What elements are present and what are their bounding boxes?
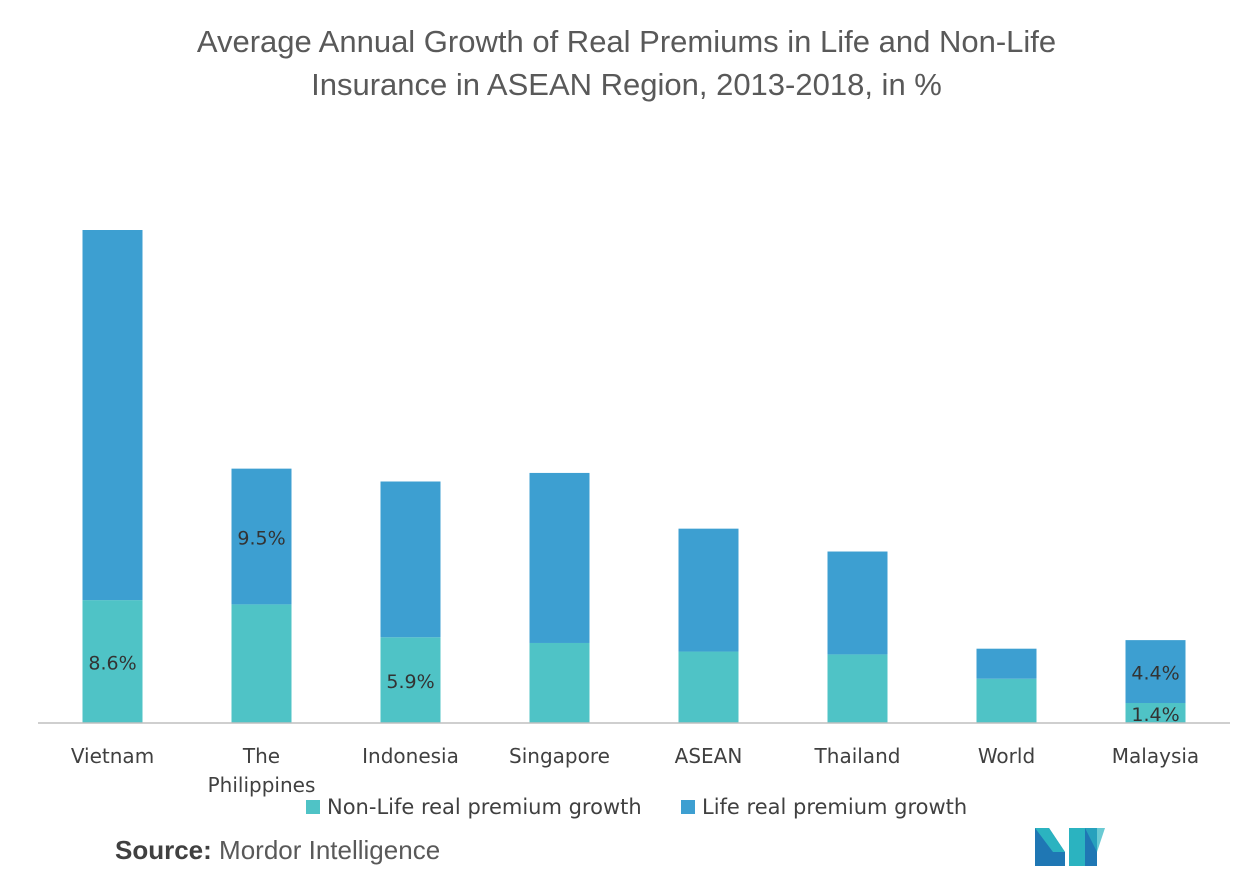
source-prefix: Source: — [115, 835, 212, 865]
bar-non-life-indonesia — [380, 637, 441, 723]
chart-title-line-2: Insurance in ASEAN Region, 2013-2018, in… — [311, 67, 942, 102]
data-label-life-the-philippines: 9.5% — [237, 528, 285, 550]
legend-swatch-non-life — [306, 800, 320, 814]
bar-non-life-world — [976, 678, 1037, 723]
chart-legend: Non-Life real premium growth Life real p… — [0, 795, 1253, 825]
legend-item-life: Life real premium growth — [681, 795, 967, 819]
bar-life-asean — [678, 528, 739, 652]
x-tick-label-the-philippines-line-2: Philippines — [208, 773, 316, 797]
bar-non-life-singapore — [529, 642, 590, 723]
x-tick-label-vietnam: Vietnam — [71, 744, 154, 768]
x-tick-label-thailand: Thailand — [814, 744, 901, 768]
bar-life-world — [976, 648, 1037, 679]
x-tick-label-world: World — [978, 744, 1035, 768]
bar-non-life-thailand — [827, 654, 888, 723]
bar-life-indonesia — [380, 481, 441, 638]
source-text: Mordor Intelligence — [211, 835, 441, 865]
source-note: Source: Mordor Intelligence — [115, 835, 440, 866]
x-tick-label-indonesia: Indonesia — [362, 744, 459, 768]
bar-non-life-vietnam — [82, 600, 143, 723]
bar-non-life-the-philippines — [231, 604, 292, 723]
chart-title: Average Annual Growth of Real Premiums i… — [0, 20, 1253, 106]
bar-life-the-philippines — [231, 468, 292, 605]
x-tick-label-the-philippines-line-1: The — [242, 744, 280, 768]
bar-life-thailand — [827, 551, 888, 655]
legend-label-non-life: Non-Life real premium growth — [327, 795, 642, 819]
mordor-intelligence-logo — [1035, 828, 1105, 866]
legend-label-life: Life real premium growth — [702, 795, 968, 819]
data-label-non-life-vietnam: 8.6% — [88, 653, 136, 675]
legend-swatch-life — [681, 800, 695, 814]
legend-item-non-life: Non-Life real premium growth — [306, 795, 642, 819]
stacked-bar-chart: 8.6% Vietnam 9.5% The Philippines 5.9% Indones… — [38, 230, 1230, 797]
x-tick-label-singapore: Singapore — [509, 744, 610, 768]
bar-life-singapore — [529, 472, 590, 643]
x-tick-label-asean: ASEAN — [675, 744, 743, 768]
bar-non-life-asean — [678, 651, 739, 723]
chart-title-line-1: Average Annual Growth of Real Premiums i… — [196, 24, 1057, 59]
bar-life-vietnam — [82, 230, 143, 601]
bar-life-malaysia — [1125, 640, 1186, 703]
x-tick-label-malaysia: Malaysia — [1112, 744, 1199, 768]
data-label-non-life-indonesia: 5.9% — [386, 671, 434, 693]
data-label-life-malaysia: 4.4% — [1131, 663, 1179, 685]
bar-non-life-malaysia — [1125, 702, 1186, 723]
data-label-non-life-malaysia: 1.4% — [1131, 704, 1179, 726]
